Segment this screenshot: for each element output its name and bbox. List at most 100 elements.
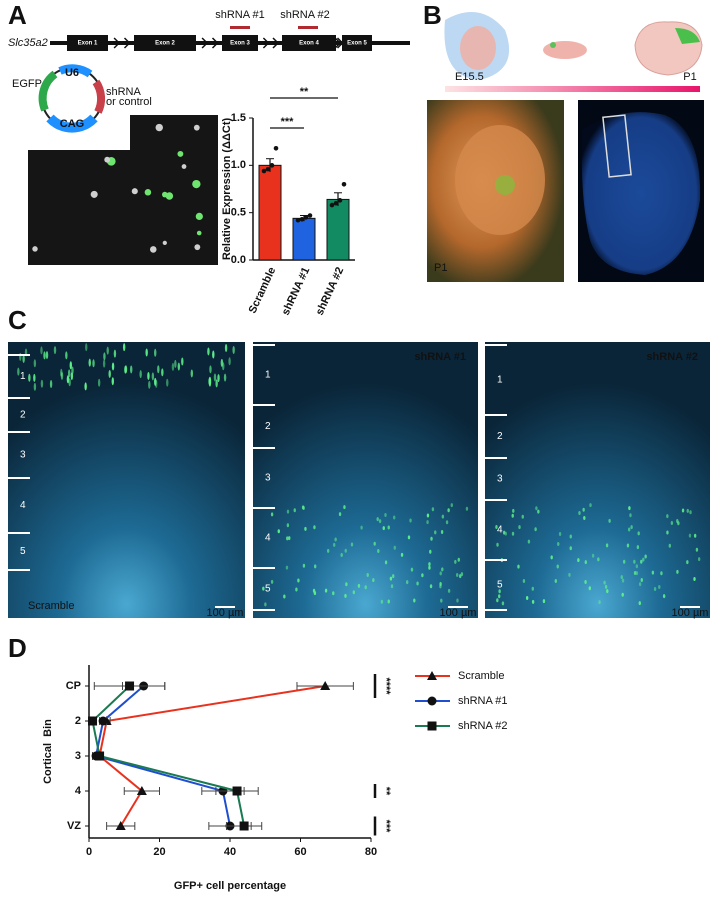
- exon-label: Exon 1: [78, 41, 98, 47]
- gfp-neuron: [568, 572, 571, 577]
- gfp-neuron: [113, 349, 117, 358]
- brain-illustration: [634, 21, 703, 76]
- brain-electroporation: [675, 28, 700, 44]
- gfp-neuron: [407, 535, 411, 540]
- gfp-neuron: [688, 533, 692, 538]
- data-point: [88, 716, 98, 726]
- layer-label: 5: [20, 546, 26, 557]
- timeline-label: P1: [683, 71, 696, 83]
- gfp-neuron: [360, 525, 363, 530]
- gfp-neuron: [334, 537, 337, 542]
- gfp-neuron: [597, 557, 600, 562]
- gfp-neuron: [542, 599, 546, 604]
- gfp-neuron: [636, 545, 640, 550]
- gfp-neuron: [457, 557, 460, 562]
- gfp-neuron: [215, 379, 218, 388]
- gfp-neuron: [498, 589, 501, 594]
- gfp-neuron: [498, 594, 501, 599]
- gfp-neuron: [212, 350, 215, 359]
- gfp-neuron: [343, 505, 346, 510]
- shrna-site: [230, 26, 250, 29]
- gfp-neuron: [384, 560, 388, 565]
- gfp-neuron: [103, 352, 106, 361]
- data-point: [320, 681, 331, 690]
- gfp-neuron: [139, 370, 142, 379]
- gfp-neuron: [518, 525, 521, 530]
- gfp-neuron: [431, 507, 435, 512]
- gfp-neuron: [628, 506, 631, 511]
- cell: [131, 188, 138, 195]
- x-axis-label: GFP+ cell percentage: [174, 880, 286, 892]
- bar: [326, 198, 350, 261]
- intron-arrow: [272, 37, 280, 49]
- intron-arrow: [201, 37, 209, 49]
- plasmid-bg: [8, 60, 130, 150]
- gfp-neuron: [171, 362, 175, 371]
- legend-label: shRNA #1: [458, 695, 508, 707]
- gfp-neuron: [392, 574, 395, 579]
- gfp-neuron: [43, 351, 46, 360]
- data-point: [273, 145, 279, 151]
- gfp-neuron: [620, 575, 623, 580]
- gfp-neuron: [638, 582, 642, 587]
- gfp-neuron: [333, 542, 336, 547]
- gfp-neuron: [340, 552, 343, 557]
- gfp-neuron: [668, 543, 672, 548]
- gfp-neuron: [554, 578, 558, 583]
- gfp-neuron: [676, 569, 679, 574]
- cell: [32, 246, 38, 252]
- significance-label: **: [380, 787, 392, 796]
- gfp-neuron: [304, 526, 307, 531]
- data-point: [136, 786, 147, 795]
- brain-tissue: [581, 112, 701, 275]
- layer-label: 3: [265, 473, 271, 484]
- data-point: [125, 681, 135, 691]
- gfp-neuron: [677, 521, 680, 526]
- gfp-neuron: [522, 579, 526, 584]
- gfp-neuron: [578, 510, 581, 515]
- gfp-spot: [495, 175, 515, 195]
- gfp-neuron: [465, 506, 469, 511]
- gfp-neuron: [450, 503, 453, 508]
- x-tick-label: 40: [224, 846, 236, 858]
- section-label: Scramble: [28, 600, 74, 612]
- timeline: [445, 86, 700, 92]
- data-point: [341, 181, 347, 187]
- gfp-neuron: [666, 514, 669, 519]
- gfp-neuron: [338, 512, 342, 517]
- shrna-segment: [92, 79, 106, 114]
- gfp-neuron: [604, 584, 608, 589]
- gfp-neuron: [629, 513, 632, 518]
- layer-label: 4: [265, 533, 271, 544]
- gfp-neuron: [644, 554, 647, 559]
- gfp-neuron: [97, 378, 101, 387]
- data-point: [239, 821, 249, 831]
- layer-label: 4: [497, 525, 503, 536]
- legend-label: shRNA #2: [458, 720, 508, 732]
- layer-label: 1: [20, 371, 26, 382]
- y-tick-label: 1.5: [231, 112, 246, 124]
- gfp-neuron: [537, 509, 540, 514]
- gfp-neuron: [350, 542, 354, 547]
- section-image: 1 2 3 4 5 shRNA #2 100 µm: [485, 342, 710, 619]
- gfp-neuron: [439, 571, 442, 576]
- section-image: 1 2 3 4 5 Scramble 100 µm: [8, 342, 245, 619]
- layer-label: 2: [497, 431, 503, 442]
- gfp-neuron: [380, 599, 384, 604]
- gfp-neuron: [17, 367, 20, 376]
- gfp-neuron: [209, 365, 212, 374]
- plasmid-label: shRNA: [106, 86, 142, 98]
- y-tick-label: VZ: [67, 820, 81, 832]
- gfp-neuron: [108, 369, 111, 378]
- gfp-neuron: [270, 512, 274, 517]
- x-tick-label: 60: [294, 846, 306, 858]
- gfp-neuron: [445, 520, 449, 525]
- x-tick-label: 80: [365, 846, 377, 858]
- gfp-neuron: [416, 581, 419, 586]
- gfp-neuron: [130, 365, 133, 374]
- x-tick-label: shRNA #1: [280, 265, 313, 317]
- exon-label: Exon 3: [230, 41, 250, 47]
- gfp-neuron: [527, 539, 531, 544]
- cell: [195, 212, 203, 220]
- gfp-neuron: [161, 368, 164, 377]
